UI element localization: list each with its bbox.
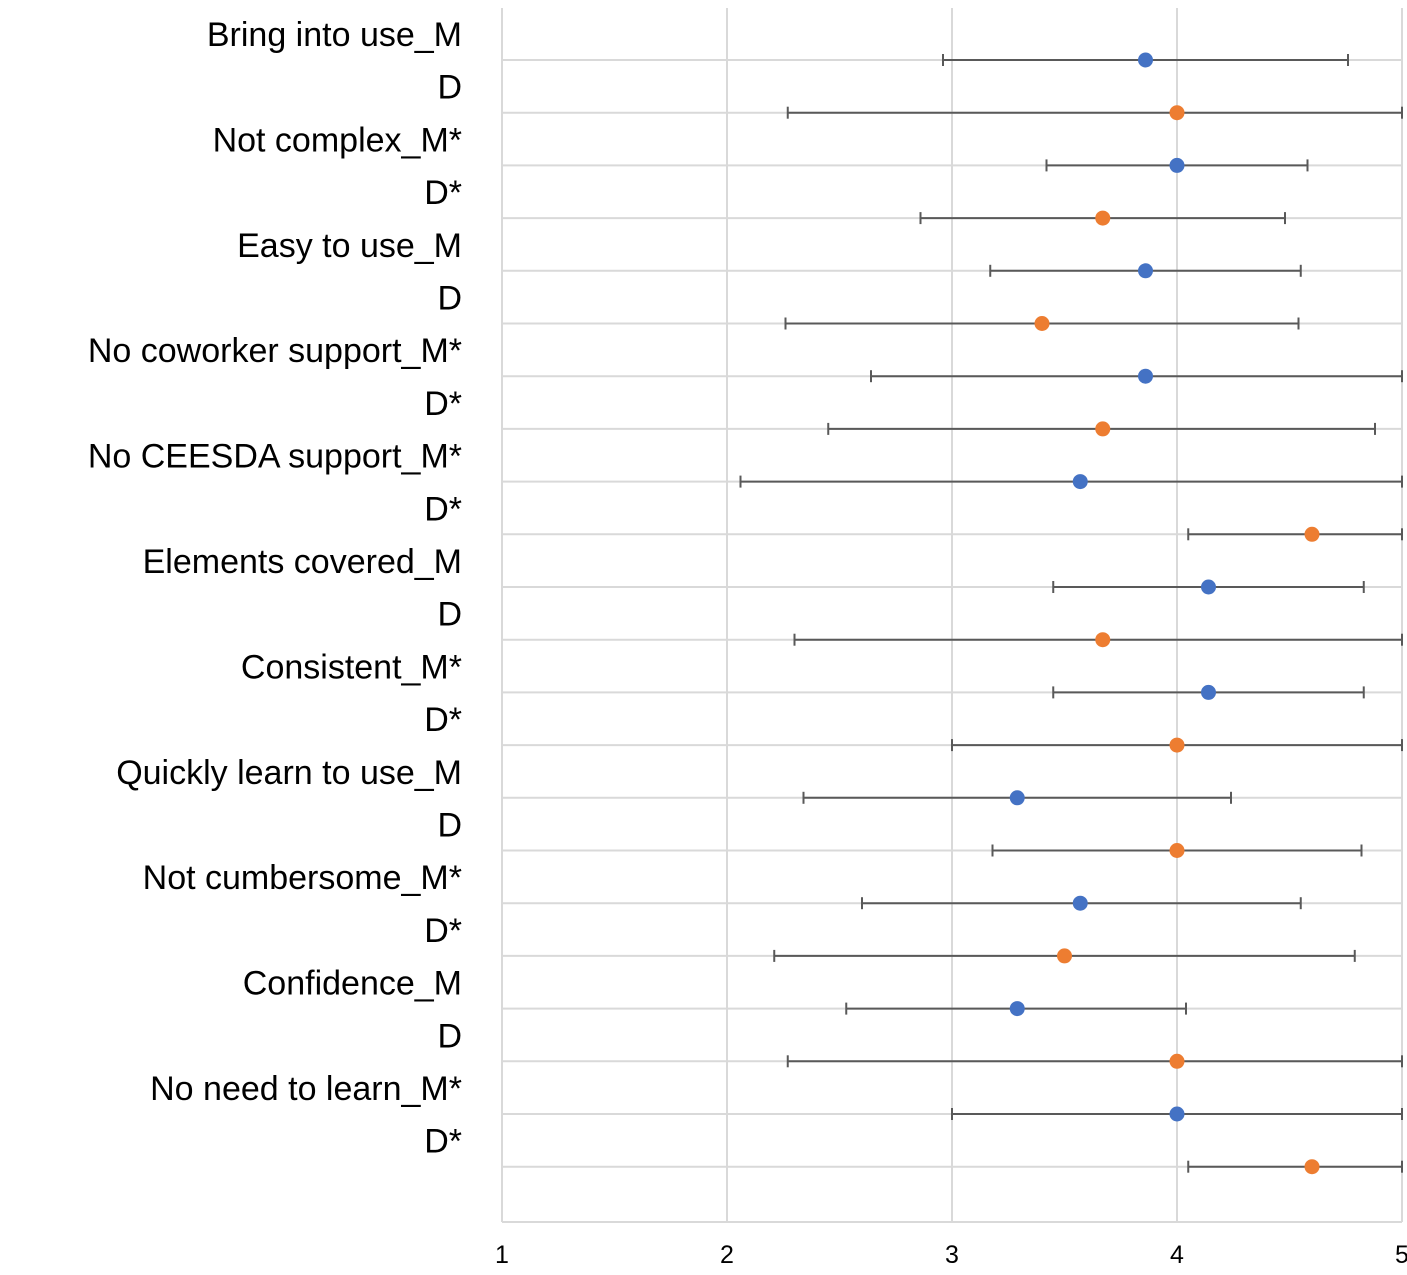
category-label: D* xyxy=(424,174,462,212)
category-label: Easy to use_M xyxy=(237,227,462,265)
label-layer: 1 2 3 4 5 Bring into use_M D Not complex_M* D* Ea… xyxy=(88,16,1407,1269)
x-tick-label: 4 xyxy=(1170,1241,1184,1269)
point-layer xyxy=(1009,52,1320,1175)
category-label: D* xyxy=(424,490,462,528)
data-point-d xyxy=(1095,421,1111,437)
grid-layer xyxy=(501,8,1403,1222)
category-label: D* xyxy=(424,385,462,423)
category-label: No CEESDA support_M* xyxy=(88,438,462,476)
x-tick-label: 3 xyxy=(945,1241,959,1269)
category-label: D* xyxy=(424,701,462,739)
errorbar-layer xyxy=(739,54,1403,1173)
category-label: D xyxy=(437,280,462,318)
data-point-m xyxy=(1201,579,1216,595)
data-point-d xyxy=(1095,632,1111,648)
data-point-d xyxy=(1304,526,1320,542)
category-label: Not complex_M* xyxy=(213,121,462,159)
category-label: D* xyxy=(424,1123,462,1161)
data-point-m xyxy=(1138,263,1153,279)
data-point-d xyxy=(1169,1053,1185,1069)
data-point-d xyxy=(1095,210,1111,226)
data-point-m xyxy=(1009,1001,1025,1017)
data-point-m xyxy=(1138,368,1153,384)
category-label: Confidence_M xyxy=(243,965,462,1003)
data-point-d xyxy=(1169,843,1185,858)
category-label: D xyxy=(437,1017,462,1055)
category-label: No coworker support_M* xyxy=(88,332,462,370)
data-point-m xyxy=(1072,895,1088,911)
data-point-d xyxy=(1034,316,1050,331)
data-point-d xyxy=(1169,105,1185,121)
data-point-m xyxy=(1009,790,1025,806)
data-point-m xyxy=(1072,474,1088,490)
category-label: No need to learn_M* xyxy=(150,1070,462,1108)
data-point-m xyxy=(1169,157,1185,173)
x-tick-label: 5 xyxy=(1395,1241,1407,1269)
data-point-d xyxy=(1057,948,1072,964)
category-label: D* xyxy=(424,912,462,950)
data-point-d xyxy=(1169,737,1185,753)
data-point-m xyxy=(1169,1106,1185,1122)
x-tick-label: 1 xyxy=(495,1241,509,1269)
category-label: D xyxy=(437,807,462,845)
data-point-m xyxy=(1138,52,1153,68)
category-label: D xyxy=(437,596,462,634)
category-label: Bring into use_M xyxy=(207,16,462,54)
category-label: Consistent_M* xyxy=(241,648,462,686)
category-label: Not cumbersome_M* xyxy=(143,859,462,897)
x-tick-label: 2 xyxy=(720,1241,734,1269)
category-label: D xyxy=(437,69,462,107)
category-label: Quickly learn to use_M xyxy=(116,754,462,792)
data-point-d xyxy=(1304,1159,1320,1175)
data-point-m xyxy=(1201,684,1216,700)
category-label: Elements covered_M xyxy=(143,543,462,581)
